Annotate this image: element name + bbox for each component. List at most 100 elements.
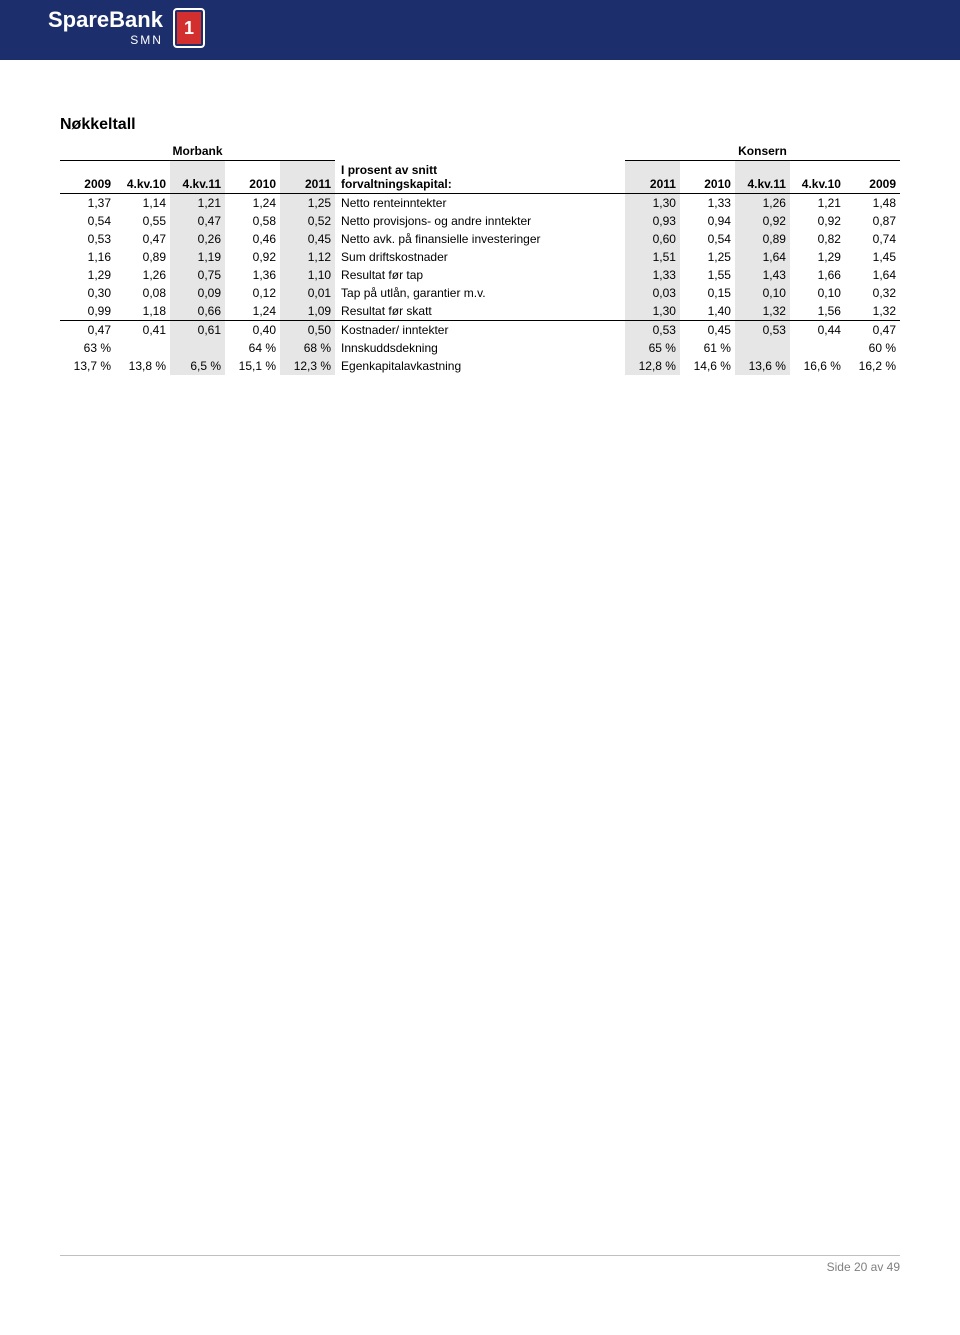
cell: 1,21 (790, 194, 845, 213)
cell: 16,2 % (845, 357, 900, 375)
label-column-header: I prosent av snittforvaltningskapital: (335, 161, 625, 194)
cell: 64 % (225, 339, 280, 357)
header-bar: SpareBank SMN 1 (0, 0, 960, 60)
table-row: 0,470,410,610,400,50Kostnader/ inntekter… (60, 321, 900, 340)
table-col-header-row: 20094.kv.104.kv.1120102011I prosent av s… (60, 161, 900, 194)
cell: 1,43 (735, 266, 790, 284)
cell: 1,16 (60, 248, 115, 266)
brand-name: SpareBank (48, 9, 163, 31)
cell: 1,33 (625, 266, 680, 284)
cell: 0,30 (60, 284, 115, 302)
cell: 1,48 (845, 194, 900, 213)
table-row: 0,991,180,661,241,09Resultat før skatt1,… (60, 302, 900, 321)
cell: 0,45 (280, 230, 335, 248)
cell: 1,24 (225, 302, 280, 321)
page-footer: Side 20 av 49 (60, 1255, 900, 1274)
cell: 0,54 (680, 230, 735, 248)
group-header-right: Konsern (625, 142, 900, 161)
cell: 1,32 (735, 302, 790, 321)
cell: 0,47 (115, 230, 170, 248)
cell: 0,53 (60, 230, 115, 248)
table-row: 0,530,470,260,460,45Netto avk. på finans… (60, 230, 900, 248)
cell (735, 339, 790, 357)
cell: 0,44 (790, 321, 845, 340)
cell: 0,10 (790, 284, 845, 302)
cell: 1,29 (60, 266, 115, 284)
cell: 0,58 (225, 212, 280, 230)
cell: 1,24 (225, 194, 280, 213)
table-row: 63 %64 %68 %Innskuddsdekning65 %61 %60 % (60, 339, 900, 357)
cell: 0,60 (625, 230, 680, 248)
cell: 0,61 (170, 321, 225, 340)
cell: 1,40 (680, 302, 735, 321)
col-header: 2011 (625, 161, 680, 194)
col-header: 2009 (845, 161, 900, 194)
col-header: 4.kv.11 (735, 161, 790, 194)
cell: 12,8 % (625, 357, 680, 375)
row-label: Sum driftskostnader (335, 248, 625, 266)
cell: 1,66 (790, 266, 845, 284)
cell: 1,55 (680, 266, 735, 284)
page-title: Nøkkeltall (60, 116, 900, 134)
cell: 1,29 (790, 248, 845, 266)
table-body: 1,371,141,211,241,25Netto renteinntekter… (60, 194, 900, 376)
cell: 0,12 (225, 284, 280, 302)
cell: 0,87 (845, 212, 900, 230)
row-label: Tap på utlån, garantier m.v. (335, 284, 625, 302)
cell: 1,64 (845, 266, 900, 284)
cell: 0,15 (680, 284, 735, 302)
page-content: Nøkkeltall Morbank Konsern 20094.kv.104.… (0, 60, 960, 375)
row-label: Egenkapitalavkastning (335, 357, 625, 375)
cell: 16,6 % (790, 357, 845, 375)
cell: 0,54 (60, 212, 115, 230)
cell: 0,94 (680, 212, 735, 230)
cell: 1,25 (280, 194, 335, 213)
logo-text-block: SpareBank SMN (48, 9, 163, 47)
table-row: 0,300,080,090,120,01Tap på utlån, garant… (60, 284, 900, 302)
cell: 1,32 (845, 302, 900, 321)
table-row: 1,371,141,211,241,25Netto renteinntekter… (60, 194, 900, 213)
cell: 13,8 % (115, 357, 170, 375)
col-header: 2011 (280, 161, 335, 194)
cell: 0,32 (845, 284, 900, 302)
col-header: 2010 (225, 161, 280, 194)
cell: 65 % (625, 339, 680, 357)
cell: 1,37 (60, 194, 115, 213)
cell: 0,52 (280, 212, 335, 230)
cell: 1,36 (225, 266, 280, 284)
cell: 0,53 (735, 321, 790, 340)
col-header: 2009 (60, 161, 115, 194)
cell: 1,25 (680, 248, 735, 266)
cell: 0,08 (115, 284, 170, 302)
cell (790, 339, 845, 357)
col-header: 4.kv.10 (790, 161, 845, 194)
cell: 13,7 % (60, 357, 115, 375)
cell: 63 % (60, 339, 115, 357)
cell: 0,92 (225, 248, 280, 266)
cell: 0,47 (60, 321, 115, 340)
col-header: 4.kv.10 (115, 161, 170, 194)
cell: 1,33 (680, 194, 735, 213)
group-header-blank (335, 142, 625, 161)
cell: 1,56 (790, 302, 845, 321)
cell: 0,74 (845, 230, 900, 248)
logo: SpareBank SMN 1 (48, 8, 205, 48)
cell: 0,40 (225, 321, 280, 340)
cell: 68 % (280, 339, 335, 357)
table-row: 13,7 %13,8 %6,5 %15,1 %12,3 %Egenkapital… (60, 357, 900, 375)
cell: 61 % (680, 339, 735, 357)
brand-badge-icon: 1 (173, 8, 205, 48)
cell: 0,41 (115, 321, 170, 340)
cell: 60 % (845, 339, 900, 357)
cell: 0,92 (735, 212, 790, 230)
row-label: Resultat før skatt (335, 302, 625, 321)
row-label: Netto provisjons- og andre inntekter (335, 212, 625, 230)
cell: 0,93 (625, 212, 680, 230)
cell: 0,26 (170, 230, 225, 248)
cell: 0,75 (170, 266, 225, 284)
row-label: Kostnader/ inntekter (335, 321, 625, 340)
cell: 1,26 (115, 266, 170, 284)
cell: 1,21 (170, 194, 225, 213)
cell: 0,47 (170, 212, 225, 230)
cell: 0,82 (790, 230, 845, 248)
